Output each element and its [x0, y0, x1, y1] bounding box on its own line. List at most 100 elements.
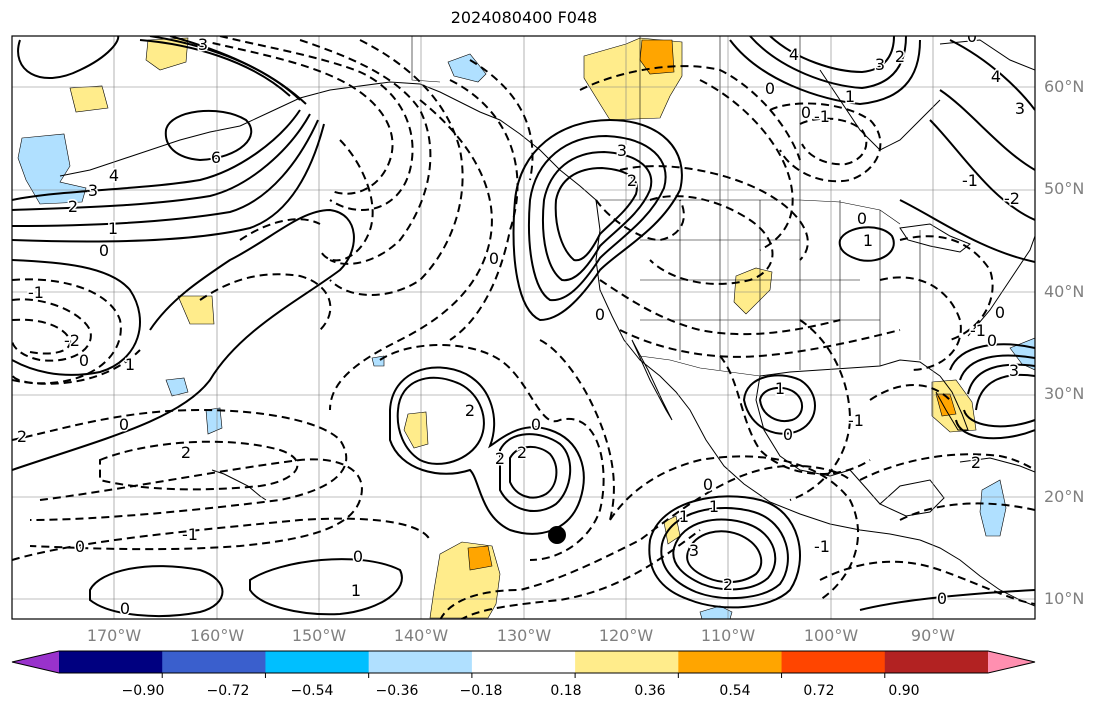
- contour-line: [899, 502, 1035, 521]
- contour-label: 0: [489, 249, 499, 268]
- colorbar-segment: [59, 651, 163, 673]
- storm-position-marker: [548, 526, 566, 544]
- contour-line: [899, 199, 1035, 263]
- contour-line: [219, 36, 414, 211]
- negative-region: [17, 133, 87, 205]
- contour-line: [967, 363, 1035, 395]
- contour-label: 2: [17, 427, 27, 446]
- contour-line: [12, 113, 311, 211]
- contour-line: [939, 89, 1035, 171]
- contour-line: [439, 464, 851, 619]
- contour-label: 1: [775, 379, 785, 398]
- contour-line: [819, 560, 1035, 605]
- contour-label: 2: [68, 197, 78, 216]
- contour-line: [449, 79, 519, 341]
- lon-label: 100°W: [803, 626, 859, 645]
- colorbar-outline: [11, 650, 1036, 674]
- contour-label: 6: [211, 148, 221, 167]
- contour-label: 2: [495, 449, 505, 468]
- plot-frame: [11, 35, 1036, 620]
- aleutian-chain: [59, 125, 241, 177]
- positive-region: [935, 393, 957, 417]
- lat-label: 20°N: [1044, 487, 1085, 506]
- contour-label: 1: [351, 581, 361, 600]
- us-mexico-border: [639, 355, 761, 377]
- contour-line: [319, 139, 374, 262]
- contour-label: -1: [970, 321, 986, 340]
- contour-label: 2: [723, 575, 733, 594]
- contour-line: [769, 36, 895, 74]
- contour-label: 0: [765, 79, 775, 98]
- contour-label: 0: [987, 331, 997, 350]
- contour-label: 1: [108, 219, 118, 238]
- colorbar-segment: [162, 651, 266, 673]
- contour-line: [599, 279, 841, 336]
- colorbar-tick-label: 0.36: [634, 683, 666, 699]
- contour-label: 0: [595, 305, 605, 324]
- lat-label: 40°N: [1044, 282, 1085, 301]
- contour-line: [769, 102, 882, 183]
- contour-line: [899, 235, 994, 341]
- contour-line: [579, 65, 801, 161]
- lat-label: 30°N: [1044, 384, 1085, 403]
- lat-label: 10°N: [1044, 589, 1085, 608]
- positive-region: [733, 267, 773, 315]
- gulf-coast: [759, 359, 941, 377]
- lon-label: 170°W: [86, 626, 142, 645]
- contour-label: 2: [517, 443, 527, 462]
- contour-line: [541, 150, 653, 282]
- contour-label: 2: [465, 401, 475, 420]
- contour-label: 3: [1009, 361, 1019, 380]
- contour-line: [749, 36, 907, 90]
- contour-line: [975, 373, 1035, 411]
- contour-line: [99, 440, 299, 491]
- contour-line: [672, 518, 777, 591]
- contour-line: [955, 419, 1035, 440]
- negative-region: [165, 377, 189, 397]
- colorbar-tick-label: 0.72: [803, 683, 835, 699]
- negative-region: [447, 53, 487, 83]
- colorbar-segment: [471, 651, 576, 673]
- alaska-coast: [239, 81, 597, 201]
- contour-line: [869, 384, 951, 401]
- contour-line: [758, 386, 803, 422]
- colorbar-segment: [368, 651, 473, 673]
- contour-label: 1: [845, 87, 855, 106]
- contour-line: [459, 529, 701, 619]
- contour-line: [199, 39, 394, 195]
- positive-region: [931, 379, 977, 433]
- contour-label: -1: [814, 537, 830, 556]
- contour-line: [729, 39, 921, 106]
- contour-line: [12, 109, 301, 201]
- contour-label: 3: [875, 55, 885, 74]
- colorbar-extend-max: [988, 651, 1035, 673]
- great-lakes: [899, 223, 971, 253]
- cuba: [959, 457, 1035, 473]
- contour-line: [509, 446, 558, 499]
- colorbar-tick-label: −0.36: [375, 683, 419, 699]
- east-coast: [967, 235, 1035, 337]
- north-america-west-coast: [595, 199, 921, 541]
- contour-line: [649, 195, 774, 285]
- alaska-canada-border: [411, 36, 441, 83]
- colorbar-tick-label: 0.18: [550, 683, 582, 699]
- contour-line: [12, 408, 348, 521]
- colorbar-segment: [575, 651, 679, 673]
- contour-label: 3: [1015, 99, 1025, 118]
- contour-line: [12, 278, 122, 385]
- lat-label: 50°N: [1044, 179, 1085, 198]
- contour-line: [859, 589, 1035, 611]
- mexico-gulf-coast: [755, 375, 881, 505]
- contour-line: [554, 166, 638, 262]
- contour-label: -1: [848, 411, 864, 430]
- contour-label: 0: [857, 209, 867, 228]
- colorbar-tick-label: −0.90: [121, 683, 165, 699]
- contour-line: [859, 453, 1035, 481]
- contour-line: [539, 339, 615, 521]
- contour-label: 0: [703, 475, 713, 494]
- contour-label: 0: [120, 599, 130, 618]
- contour-line: [469, 59, 534, 181]
- positive-region: [403, 411, 429, 449]
- negative-contours: [12, 36, 1035, 619]
- contour-line: [527, 134, 667, 302]
